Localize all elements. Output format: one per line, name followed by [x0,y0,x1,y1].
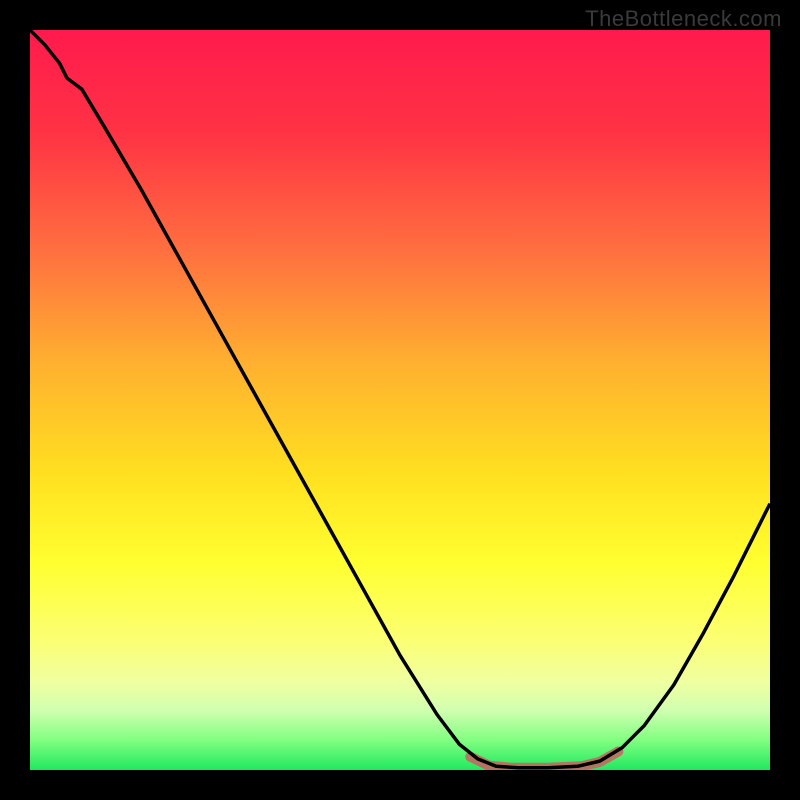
chart-svg [30,30,770,770]
gradient-background [30,30,770,770]
watermark-text: TheBottleneck.com [585,6,782,32]
chart-container: TheBottleneck.com [0,0,800,800]
